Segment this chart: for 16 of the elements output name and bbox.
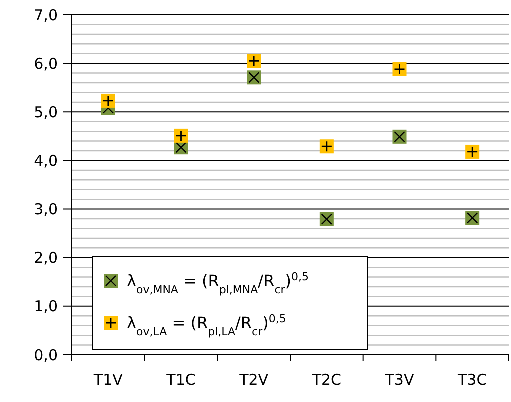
y-tick-label: 4,0 <box>34 152 58 170</box>
x-tick-label: T2V <box>238 371 270 389</box>
x-tick-label: T3V <box>384 371 415 389</box>
x-tick-label: T1C <box>166 371 196 389</box>
y-tick-label: 3,0 <box>34 200 58 219</box>
legend-label: λ$_{ov,MNA}$ = (R$_{pl,MNA}$/R$_{cr}$)$^{0,5}$ <box>127 270 310 296</box>
y-tick-label: 0,0 <box>34 346 58 364</box>
y-tick-label: 7,0 <box>34 6 58 24</box>
x-tick-label: T3C <box>456 371 488 389</box>
legend-label: λ$_{ov,LA}$ = (R$_{pl,LA}$/R$_{cr}$)$^{0,5}$ <box>127 312 286 338</box>
y-tick-label: 6,0 <box>34 54 58 73</box>
y-tick-label: 5,0 <box>34 103 58 122</box>
x-tick-label: T2C <box>311 371 342 389</box>
x-tick-label: T1V <box>92 371 124 389</box>
y-tick-label: 1,0 <box>34 298 58 316</box>
y-tick-label: 2,0 <box>34 249 58 268</box>
